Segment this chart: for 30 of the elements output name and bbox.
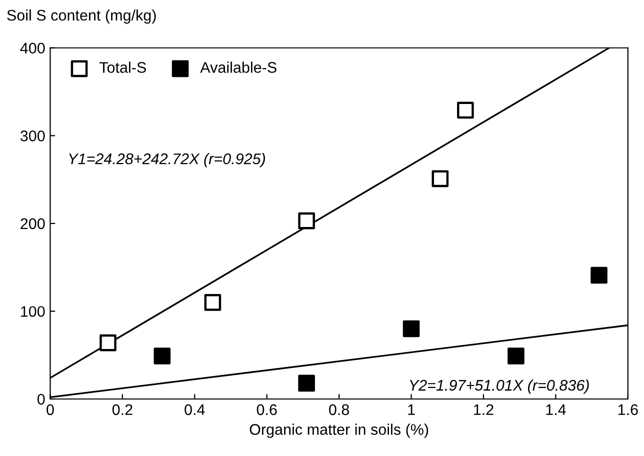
legend-label: Available-S <box>200 62 276 73</box>
x-tick-label: 0.2 <box>112 404 132 416</box>
x-tick-label: 0.8 <box>329 404 350 416</box>
x-tick-label: 1.4 <box>546 404 566 415</box>
y-tick-label: 0 <box>37 394 45 405</box>
point <box>432 170 449 188</box>
point <box>508 348 524 364</box>
x-tick-label: 0 <box>46 404 54 416</box>
point <box>204 294 222 311</box>
annotation: Y2=1.97+51.01X (r=0.836) <box>410 379 589 394</box>
legend-label: Total-S <box>99 62 146 73</box>
y-tick-label: 300 <box>20 130 45 142</box>
y-axis-title: Soil S content (mg/kg) <box>7 9 156 24</box>
point <box>154 348 171 364</box>
point <box>590 266 608 284</box>
y-tick-label: 400 <box>20 42 45 54</box>
x-axis-title: Organic matter in soils (%) <box>250 424 428 438</box>
x-tick-label: 1 <box>408 404 415 415</box>
point <box>298 374 315 392</box>
point <box>457 102 474 119</box>
x-tick-label: 1.2 <box>474 404 494 415</box>
point <box>100 334 116 352</box>
x-tick-label: 1.6 <box>618 404 638 416</box>
y-tick-label: 100 <box>21 306 45 317</box>
x-tick-label: 0.4 <box>184 404 205 416</box>
point <box>402 320 420 338</box>
y-tick-label: 200 <box>20 218 45 230</box>
x-tick-label: 0.6 <box>256 404 277 416</box>
annotation: Y1=24.28+242.72X (r=0.925) <box>69 153 265 168</box>
point <box>298 212 315 230</box>
